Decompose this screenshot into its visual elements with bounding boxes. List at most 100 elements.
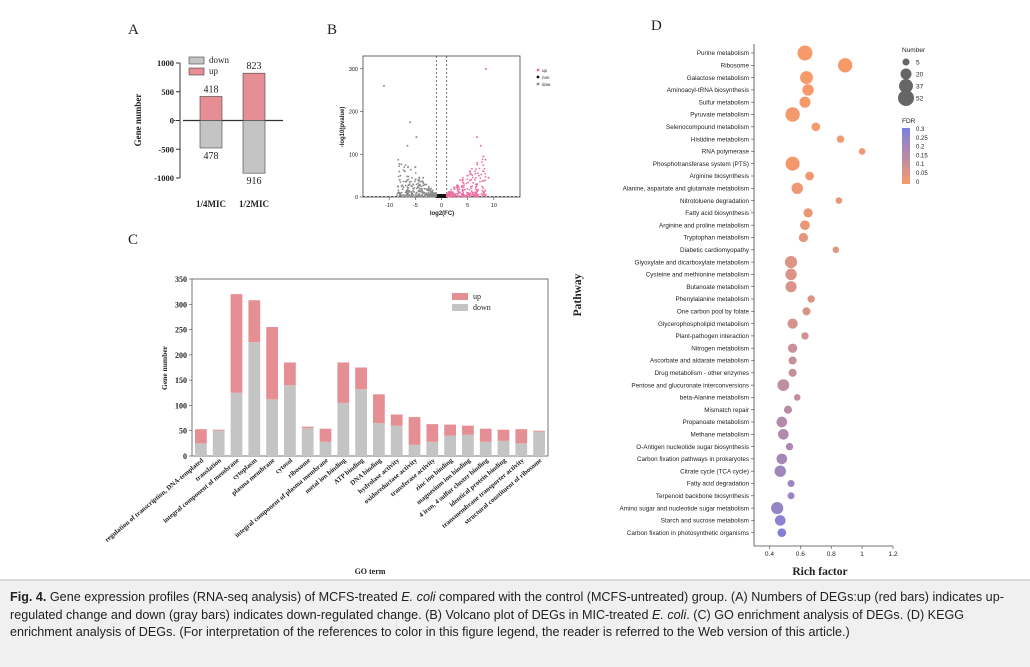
bar-down: [426, 441, 439, 456]
point-down: [423, 194, 426, 196]
point-up: [466, 187, 469, 190]
x-tick-label: 10: [491, 203, 497, 209]
bar-up: [479, 428, 492, 442]
point-up: [462, 193, 465, 196]
bar-down: [462, 434, 474, 456]
point-down: [406, 144, 409, 147]
point-non: [441, 194, 444, 196]
point-up: [469, 194, 471, 197]
pathway-label: Terpenoid backbone biosynthesis: [656, 493, 749, 500]
bar-up: [301, 426, 314, 429]
pathway-label: RNA polymerase: [702, 149, 750, 156]
point-up: [474, 170, 476, 173]
pathway-label: O-Antigen nucleotide sugar biosynthesis: [636, 444, 749, 451]
color-legend-label: 0.25: [916, 136, 928, 142]
point-up: [471, 167, 473, 170]
point-up: [463, 184, 465, 187]
point-up: [466, 195, 469, 198]
point-up: [482, 179, 485, 182]
point-down: [415, 191, 418, 194]
point-up: [458, 188, 461, 191]
point-down: [405, 180, 408, 183]
y-tick-label: 100: [349, 152, 358, 158]
pathway-label: beta-Alanine metabolism: [680, 395, 749, 402]
point-up: [475, 193, 478, 196]
bar-up: [497, 429, 510, 441]
pathway-bubble: [799, 96, 811, 108]
point-up: [480, 192, 483, 195]
point-up: [471, 191, 474, 194]
y-tick-label: 1000: [157, 58, 174, 68]
point-up: [462, 182, 465, 185]
pathway-bubble: [800, 71, 813, 85]
point-down: [413, 196, 416, 198]
point-down: [413, 191, 416, 193]
bar-up: [248, 300, 261, 343]
point-down: [422, 176, 425, 179]
point-non: [440, 194, 442, 196]
y-tick-label: 200: [175, 351, 187, 360]
point-up: [451, 193, 454, 196]
point-up: [472, 181, 474, 184]
pathway-label: Fatty acid degradation: [687, 481, 750, 488]
point-down: [434, 195, 437, 198]
y-tick-label: 500: [161, 87, 174, 97]
y-tick-label: 50: [179, 427, 187, 436]
point-down: [409, 168, 412, 171]
point-down: [421, 195, 424, 198]
bar-down: [199, 120, 223, 149]
point-down: [412, 194, 415, 196]
pathway-bubble: [787, 492, 795, 500]
point-up: [477, 194, 479, 196]
point-down: [429, 192, 432, 195]
point-down: [408, 190, 411, 193]
point-down: [434, 193, 437, 196]
bar-up: [355, 367, 367, 390]
point-down: [428, 189, 431, 192]
point-up: [476, 163, 479, 166]
panel-label: B: [327, 22, 337, 38]
point-down: [419, 187, 421, 190]
point-up: [479, 180, 481, 183]
pathway-bubble: [807, 295, 815, 303]
pathway-bubble: [788, 356, 797, 365]
legend-marker: [536, 82, 540, 86]
point-down: [431, 192, 434, 195]
pathway-label: Galactose metabolism: [687, 75, 749, 82]
pathway-label: Glycerophospholipid metabolism: [658, 321, 749, 328]
y-tick-label: 0: [183, 452, 187, 461]
legend-label-down: down: [473, 303, 491, 312]
point-up: [470, 187, 473, 190]
pathway-label: Citrate cycle (TCA cycle): [680, 468, 749, 475]
point-up: [484, 172, 487, 175]
point-down: [409, 121, 412, 124]
point-up: [477, 172, 479, 175]
point-down: [419, 180, 422, 183]
point-up: [470, 190, 473, 193]
pathway-bubble: [778, 428, 789, 440]
point-up: [484, 189, 486, 192]
point-down: [426, 189, 429, 192]
point-down: [397, 158, 400, 161]
point-down: [420, 189, 423, 191]
pathway-label: Aminoacyl-tRNA biosynthesis: [667, 87, 749, 94]
point-down: [402, 180, 405, 183]
point-up: [457, 184, 459, 187]
pathway-bubble: [771, 502, 784, 515]
point-up: [474, 194, 476, 197]
point-down: [427, 195, 430, 198]
point-down: [420, 191, 422, 193]
point-down: [407, 166, 409, 169]
point-up: [471, 174, 474, 177]
point-down: [413, 187, 415, 190]
pathway-label: One carbon pool by folate: [677, 309, 750, 316]
legend-label: dow: [542, 82, 551, 87]
point-up: [481, 161, 483, 163]
bar-up: [426, 424, 439, 442]
pathway-bubble: [835, 197, 843, 204]
point-up: [479, 177, 482, 180]
bar-down: [248, 342, 261, 456]
x-tick-label: 0.8: [827, 551, 836, 558]
pathway-bubble: [774, 465, 786, 477]
pathway-label: Pyruvate metabolism: [690, 112, 749, 119]
